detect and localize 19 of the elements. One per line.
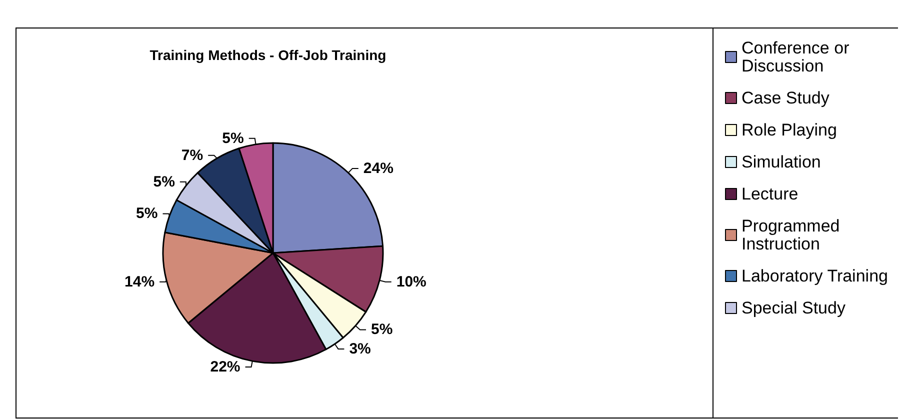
legend-label: Simulation [742,152,821,172]
data-label: 24% [363,160,394,177]
data-label: 5% [136,205,158,222]
data-label: 14% [124,273,155,290]
legend-label: Programmed Instruction [742,216,844,254]
legend-label: Conference or Discussion [742,38,854,76]
data-label: 7% [181,146,204,164]
data-label: 3% [349,340,371,358]
data-label: 5% [153,173,175,190]
legend-label: Special Study [742,298,846,318]
data-label: 5% [222,130,244,147]
legend-label: Role Playing [742,120,837,140]
legend-label: Laboratory Training [742,266,888,286]
legend-label: Lecture [742,184,798,204]
data-label: 22% [210,358,240,376]
chart-title: Training Methods - Off-Job Training [150,47,386,63]
data-label: 5% [371,321,393,338]
legend-label: Case Study [742,88,830,108]
data-label: 10% [396,273,426,290]
